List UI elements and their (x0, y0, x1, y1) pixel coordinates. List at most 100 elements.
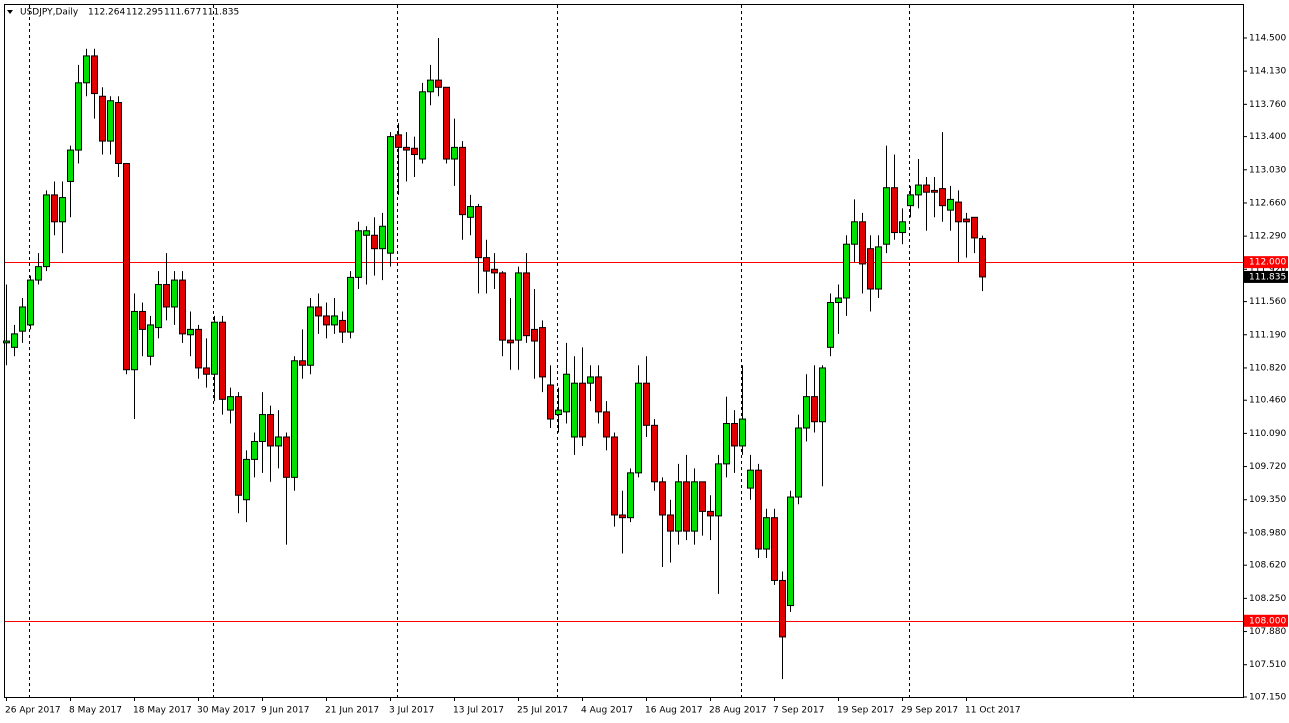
candle-body (955, 201, 962, 223)
x-tick-label: 21 Jun 2017 (325, 706, 379, 716)
candle-body (835, 297, 842, 303)
candle-body (483, 257, 490, 272)
candle-body (459, 146, 466, 216)
candle-body (763, 517, 770, 550)
candle-body (547, 384, 554, 420)
candle-body (99, 95, 106, 142)
candle-body (771, 517, 778, 581)
candle-body (83, 55, 90, 84)
price-label: 108.000 (1249, 616, 1286, 626)
candle-body (907, 194, 914, 207)
candle-body (147, 324, 154, 357)
candle-body (219, 321, 226, 400)
header-close: 111.835 (202, 8, 239, 18)
x-tick-label: 8 May 2017 (69, 706, 122, 716)
candle-body (843, 243, 850, 299)
candle-body (875, 246, 882, 290)
candle-body (443, 86, 450, 160)
candle-body (667, 514, 674, 532)
candle-body (307, 306, 314, 366)
candle-body (187, 328, 194, 336)
y-tick-label: 108.980 (1249, 528, 1286, 538)
candle-body (195, 328, 202, 369)
menu-arrow[interactable] (7, 10, 13, 14)
candle-body (651, 424, 658, 483)
candle-body (755, 469, 762, 550)
candle-body (123, 163, 130, 371)
candle-body (883, 187, 890, 245)
candle-body (795, 427, 802, 498)
x-tick-label: 3 Jul 2017 (389, 706, 434, 716)
candle-body (811, 396, 818, 423)
candle-body (603, 411, 610, 438)
candle-body (355, 230, 362, 278)
period-separators (29, 5, 1134, 697)
candle-body (627, 472, 634, 519)
candle-body (139, 310, 146, 330)
y-tick-label: 111.920 (1249, 265, 1286, 275)
candle-body (339, 319, 346, 333)
candle-body (707, 510, 714, 517)
candle-body (387, 136, 394, 254)
header-high: 112.295 (126, 8, 163, 18)
candle-body (779, 579, 786, 638)
candle-body (683, 481, 690, 532)
candle-body (27, 279, 34, 326)
candle-body (867, 248, 874, 290)
candle-body (363, 230, 370, 236)
candle-body (11, 333, 18, 348)
candle-body (643, 382, 650, 426)
candle-body (963, 218, 970, 223)
y-tick-label: 111.560 (1249, 297, 1286, 307)
candle-body (579, 382, 586, 438)
candle-body (131, 310, 138, 371)
y-tick-label: 107.880 (1249, 627, 1286, 637)
candle-body (659, 481, 666, 516)
x-tick-label: 30 May 2017 (197, 706, 256, 716)
y-tick-label: 112.660 (1249, 198, 1286, 208)
candle-body (819, 367, 826, 423)
y-tick-label: 109.350 (1249, 495, 1286, 505)
candle-body (731, 423, 738, 447)
candle-body (699, 481, 706, 512)
candle-body (203, 367, 210, 375)
candle-body (227, 396, 234, 411)
x-tick-label: 18 May 2017 (133, 706, 192, 716)
candle-body (523, 272, 530, 337)
candle-body (539, 327, 546, 378)
candle-body (915, 184, 922, 196)
y-tick-label: 110.820 (1249, 363, 1286, 373)
candle-body (979, 237, 986, 278)
candle-body (507, 339, 514, 344)
y-tick-label: 107.510 (1249, 660, 1286, 670)
y-tick-label: 108.620 (1249, 561, 1286, 571)
candle-body (715, 463, 722, 517)
candle-body (899, 221, 906, 234)
candle-body (235, 396, 242, 496)
candle-body (283, 436, 290, 478)
y-tick-label: 109.720 (1249, 462, 1286, 472)
candle-body (107, 100, 114, 142)
candle-body (395, 134, 402, 148)
candle-body (467, 206, 474, 218)
candle-body (947, 198, 954, 211)
candle-body (43, 194, 50, 268)
x-tick-label: 19 Sep 2017 (837, 706, 894, 716)
candle-body (851, 221, 858, 245)
candle-body (211, 321, 218, 375)
current-price-label: 111.835 (1249, 272, 1286, 282)
candle-body (571, 382, 578, 438)
y-tick-label: 114.130 (1249, 67, 1286, 77)
y-tick-label: 111.190 (1249, 330, 1286, 340)
candle-body (275, 436, 282, 447)
x-tick-label: 28 Aug 2017 (709, 706, 767, 716)
candle-body (331, 315, 338, 326)
candle-body (691, 481, 698, 532)
price-label-box (1244, 256, 1288, 269)
candle-body (75, 82, 82, 151)
candle-body (499, 272, 506, 341)
price-label-box (1244, 614, 1288, 627)
candle-body (291, 360, 298, 478)
candle-body (427, 79, 434, 93)
x-tick-label: 4 Aug 2017 (581, 706, 633, 716)
